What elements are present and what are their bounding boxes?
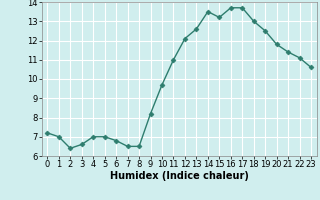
X-axis label: Humidex (Indice chaleur): Humidex (Indice chaleur): [110, 171, 249, 181]
